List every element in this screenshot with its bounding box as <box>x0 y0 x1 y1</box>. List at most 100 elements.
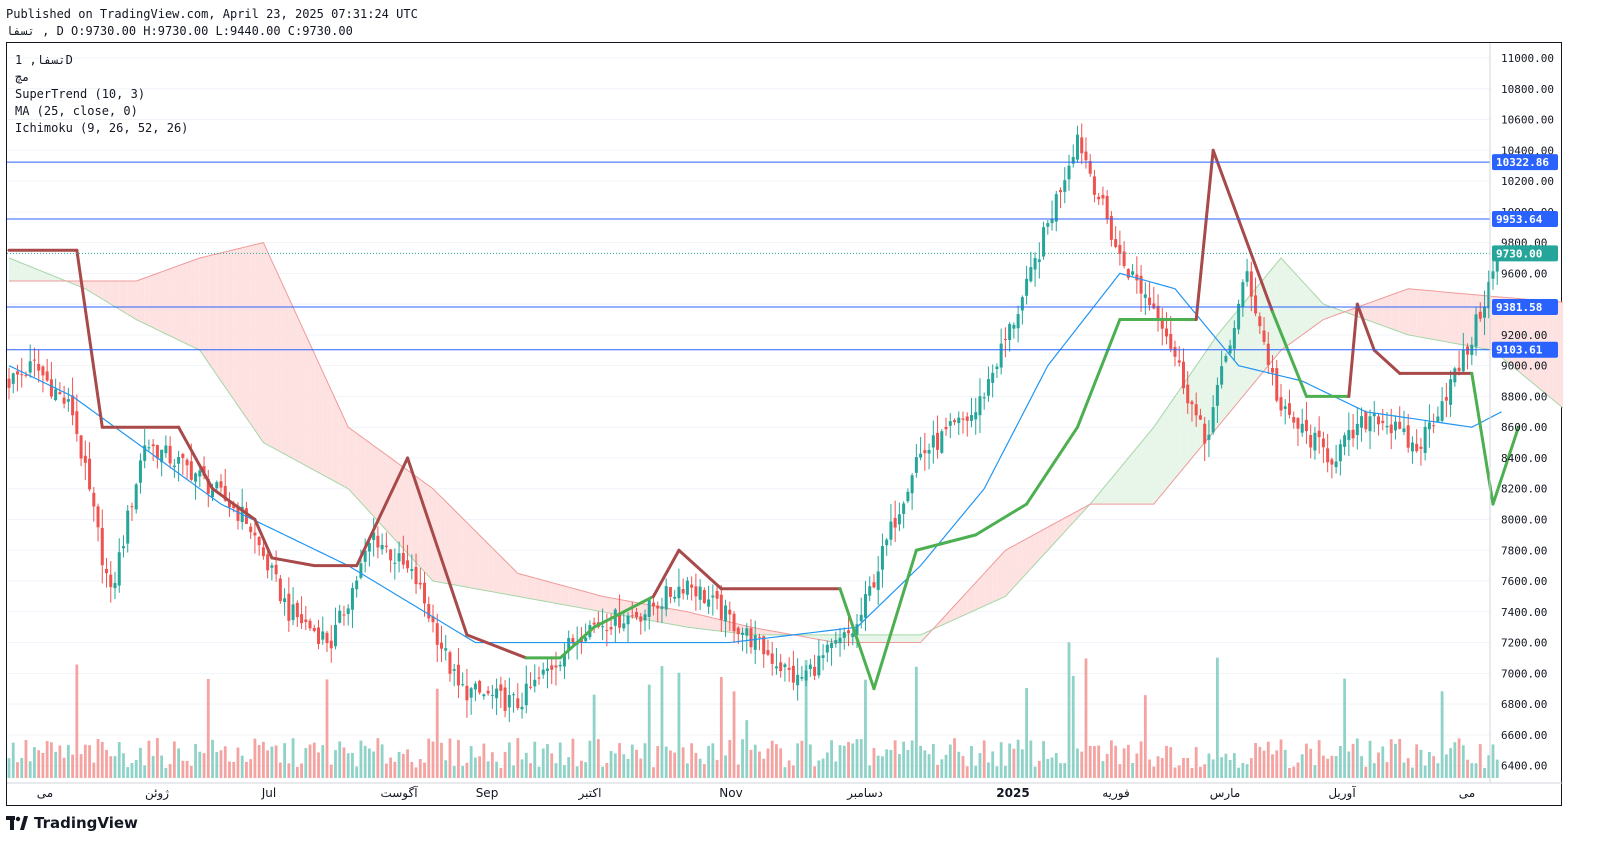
cloud-segment <box>1073 511 1078 523</box>
volume-bar <box>1389 739 1393 778</box>
cloud-segment <box>1119 463 1125 505</box>
cloud-segment <box>1102 483 1108 505</box>
volume-bar <box>1474 763 1478 778</box>
candle-body <box>1249 271 1253 297</box>
candle-body <box>206 478 210 494</box>
cloud-segment <box>42 271 48 282</box>
cloud-segment <box>1408 288 1413 336</box>
cloud-segment <box>1052 522 1057 546</box>
volume-bar <box>936 764 939 778</box>
cloud-segment <box>496 552 501 594</box>
volume-bar <box>1029 740 1033 778</box>
cloud-segment <box>899 634 904 643</box>
volume-bar <box>970 745 973 778</box>
volume-bar <box>24 739 28 778</box>
cloud-segment <box>1433 291 1438 341</box>
volume-bar <box>567 757 571 778</box>
volume-bar <box>469 746 473 778</box>
cloud-segment <box>1259 278 1265 376</box>
candle-body <box>1283 406 1287 409</box>
candle-body <box>1224 356 1228 362</box>
cloud-segment <box>1124 457 1129 505</box>
cloud-segment <box>263 242 268 445</box>
candle-body <box>1423 426 1427 453</box>
cloud-segment <box>85 281 90 292</box>
candle-body <box>1126 269 1130 278</box>
volume-bar <box>944 754 948 778</box>
cloud-segment <box>653 605 658 622</box>
volume-bar <box>1033 766 1037 778</box>
volume-bar <box>1037 760 1041 778</box>
cloud-segment <box>1145 432 1150 505</box>
chart-frame[interactable]: 6400.00 6600.00 6800.00 7000.00 7200.00 7400.… <box>6 42 1563 807</box>
candle-body <box>215 482 219 489</box>
cloud-segment <box>1141 437 1146 505</box>
candle-body <box>1330 459 1334 465</box>
time-tick-label: مارس <box>1210 786 1241 801</box>
cloud-segment <box>9 257 14 282</box>
volume-bar <box>605 762 609 778</box>
price-label: 9103.61 <box>1496 344 1543 357</box>
cloud-segment <box>818 634 824 641</box>
candle-body <box>1398 421 1402 429</box>
price-label-box <box>1492 245 1558 262</box>
volume-bar <box>1377 752 1380 778</box>
volume-bar <box>698 758 702 778</box>
cloud-segment <box>343 417 349 489</box>
candles <box>7 123 1499 723</box>
time-tick-label: Nov <box>719 786 742 800</box>
cloud-segment <box>221 251 226 388</box>
volume-bar <box>62 757 66 778</box>
volume-bar <box>1216 657 1219 778</box>
volume-bar <box>673 752 677 778</box>
candle-body <box>1300 423 1304 433</box>
cloud-segment <box>551 582 556 604</box>
candle-body <box>1105 195 1109 220</box>
candle-body <box>562 653 566 667</box>
legend-ma[interactable]: MA (25, close, 0) <box>15 104 138 118</box>
candle-body <box>410 569 414 571</box>
volume-bar <box>1300 754 1304 778</box>
volume-bar <box>478 756 482 778</box>
candle-body <box>834 640 838 644</box>
cloud-segment <box>1365 302 1371 322</box>
volume-bar <box>1326 758 1330 778</box>
volume-bar <box>130 763 134 778</box>
legend-ichimoku[interactable]: Ichimoku (9, 26, 52, 26) <box>15 121 189 135</box>
candle-body <box>1304 419 1308 432</box>
volume-bar <box>1025 688 1028 778</box>
cloud-segment <box>814 634 819 640</box>
candle-body <box>630 615 634 617</box>
cloud-segment <box>513 569 518 597</box>
candle-body <box>338 610 342 623</box>
candle-body <box>656 605 660 609</box>
price-label: 10322.86 <box>1496 156 1549 169</box>
candle-body <box>690 584 694 588</box>
candle-body <box>537 677 541 679</box>
cloud-segment <box>865 634 870 643</box>
tradingview-logo[interactable]: TradingView <box>6 814 138 832</box>
volume-bar <box>630 744 634 778</box>
candle-body <box>520 706 524 710</box>
cloud-segment <box>1115 468 1120 505</box>
candle-body <box>172 465 176 468</box>
volume-bar <box>596 739 600 778</box>
legend-supertrend[interactable]: SuperTrend (10, 3) <box>15 87 146 101</box>
cloud-segment <box>233 248 238 406</box>
candle-body <box>431 616 435 623</box>
cloud-segment <box>407 470 412 558</box>
candle-body <box>1215 385 1219 406</box>
cloud-segment <box>522 574 527 598</box>
cloud-segment <box>1005 547 1010 597</box>
volume-bar <box>656 746 660 778</box>
price-chart[interactable]: 6400.00 6600.00 6800.00 7000.00 7200.00 7400.… <box>7 43 1563 807</box>
volume-bar <box>758 751 761 778</box>
cloud-segment <box>140 277 145 324</box>
cloud-segment <box>678 610 684 627</box>
candle-body <box>1033 258 1037 270</box>
candle-body <box>1334 461 1338 468</box>
cloud-segment <box>674 609 679 626</box>
volume-bar <box>736 764 740 778</box>
supertrend-segment <box>592 594 655 629</box>
volume-bar <box>520 759 524 778</box>
